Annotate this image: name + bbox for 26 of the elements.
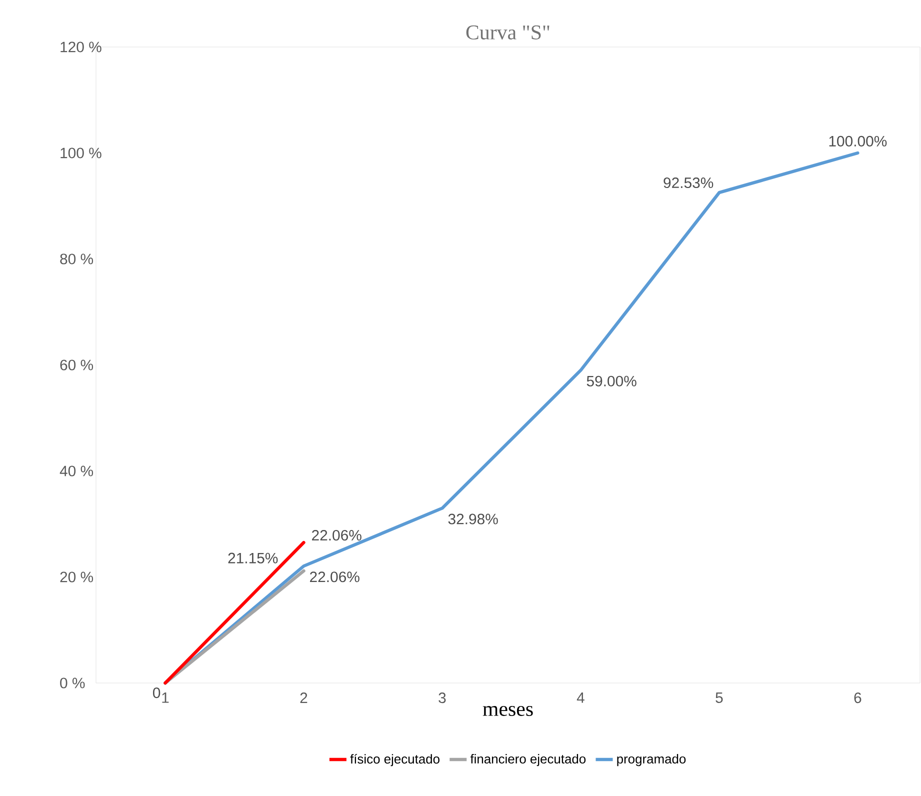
x-tick-label: 4 <box>576 692 584 703</box>
y-tick-label: 120 % <box>60 42 102 52</box>
x-axis-title: meses <box>482 706 533 716</box>
y-tick-label: 40 % <box>60 466 94 476</box>
x-tick-label: 6 <box>854 692 862 704</box>
legend-label: físico ejecutado <box>350 754 440 766</box>
annotation: 22.06% <box>312 530 362 541</box>
y-tick-label: 60 % <box>60 360 94 370</box>
data-label: 100.00% <box>829 136 887 146</box>
data-label: 32.98% <box>448 514 498 524</box>
y-tick-label: 100 % <box>60 148 102 158</box>
y-tick-label: 80 % <box>60 254 94 264</box>
x-tick-label: 1 <box>162 692 169 703</box>
chart-title: Curva "S" <box>466 25 550 40</box>
x-tick-label: 3 <box>438 692 446 704</box>
x-tick-label: 5 <box>716 692 723 703</box>
legend-label: programado <box>617 754 686 766</box>
data-label: 22.06% <box>310 572 360 582</box>
data-label: 21.15% <box>228 552 278 564</box>
data-label: 59.00% <box>586 376 636 386</box>
data-label: 0 <box>152 688 160 698</box>
y-tick-label: 20 % <box>60 572 94 582</box>
legend-label: financiero ejecutado <box>470 754 586 766</box>
y-tick-label: 0 % <box>60 678 85 688</box>
data-label: 92.53% <box>664 177 714 188</box>
x-tick-label: 2 <box>300 692 308 703</box>
